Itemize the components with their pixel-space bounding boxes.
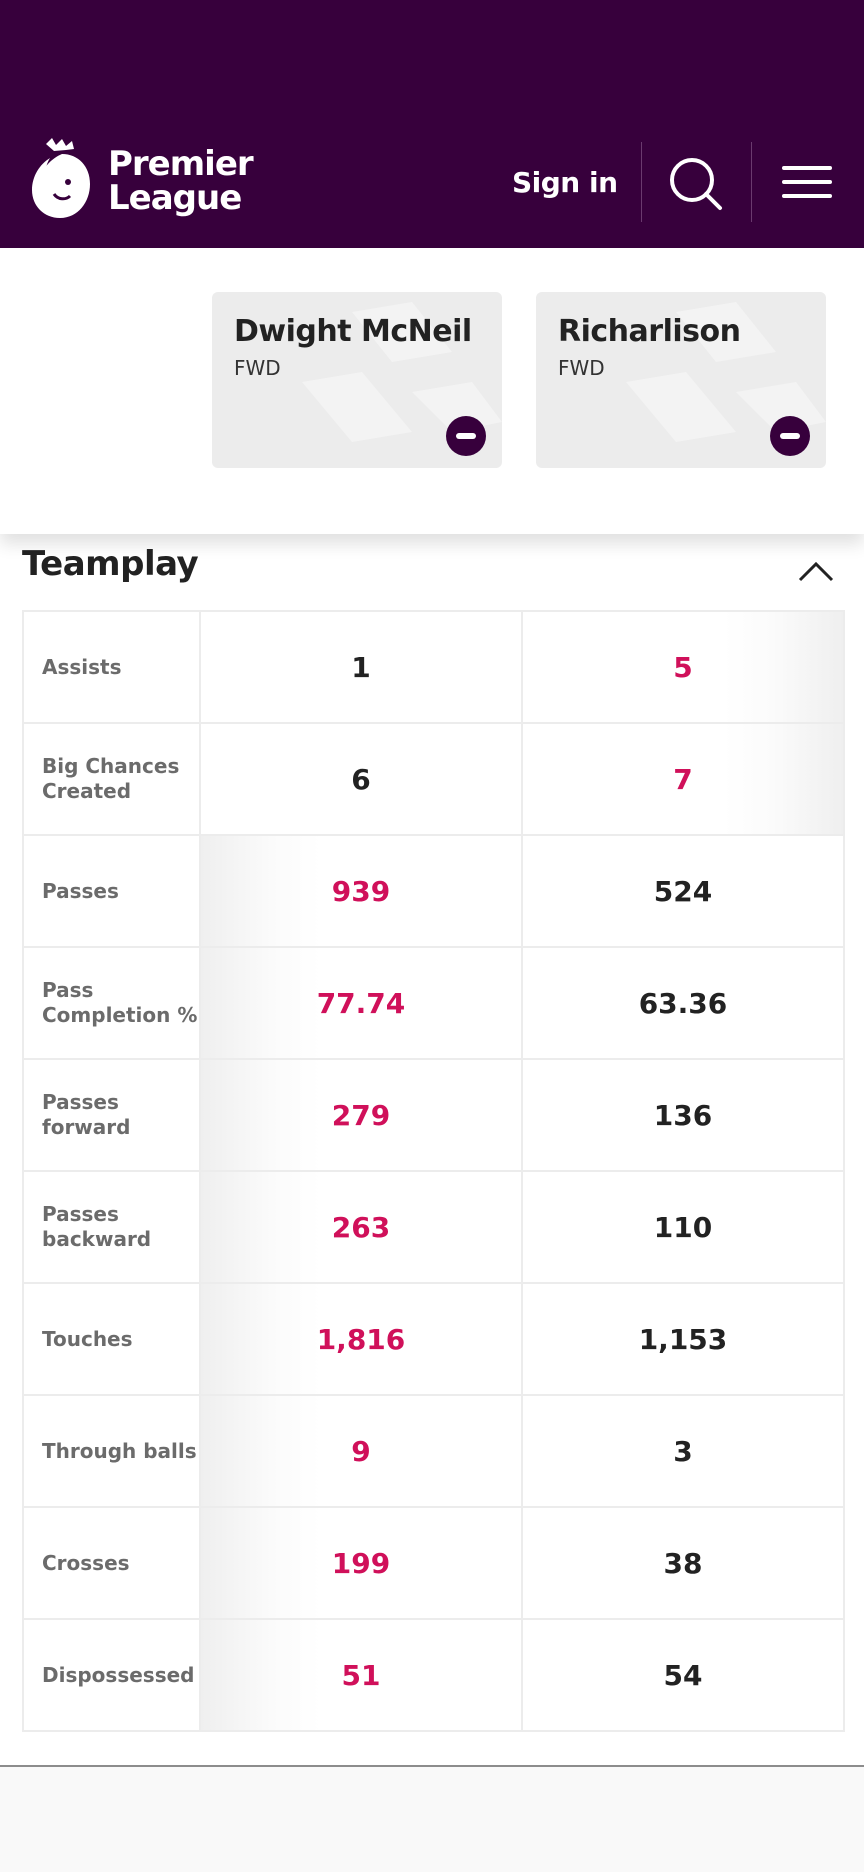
card-pattern <box>626 302 826 442</box>
header-divider <box>751 142 752 222</box>
stat-value-player-2: 5 <box>521 610 845 724</box>
logo-line-1: Premier <box>108 144 254 184</box>
stat-value-player-1: 939 <box>199 834 523 948</box>
stat-label: Pass Completion % <box>22 946 201 1060</box>
stat-value-player-1: 6 <box>199 722 523 836</box>
stat-row: Assists 1 5 <box>22 610 845 724</box>
search-button[interactable] <box>668 156 724 212</box>
search-icon <box>670 158 722 210</box>
player-name: Dwight McNeil <box>234 314 472 349</box>
site-header: Premier League Sign in <box>0 0 864 248</box>
stat-value-player-1: 9 <box>199 1394 523 1508</box>
stat-row: Dispossessed 51 54 <box>22 1618 845 1732</box>
stat-label: Crosses <box>22 1506 201 1620</box>
stat-row: Through balls 9 3 <box>22 1394 845 1508</box>
player-card-2[interactable]: Richarlison FWD <box>536 292 826 468</box>
section-title: Teamplay <box>22 544 199 584</box>
footer-area <box>0 1767 864 1872</box>
player-position: FWD <box>234 356 281 380</box>
teamplay-section-header[interactable]: Teamplay <box>0 534 864 610</box>
chevron-up-icon <box>798 561 834 582</box>
stats-table: Assists 1 5 Big Chances Created 6 7 Passes 939 5… <box>22 610 845 1732</box>
stat-value-player-2: 54 <box>521 1618 845 1732</box>
header-divider <box>641 142 642 222</box>
footer-divider <box>0 1765 864 1767</box>
logo-line-2: League <box>108 178 242 218</box>
stat-value-player-2: 524 <box>521 834 845 948</box>
stat-label: Through balls <box>22 1394 201 1508</box>
collapse-button[interactable] <box>796 556 836 586</box>
sign-in-button[interactable]: Sign in <box>512 162 618 202</box>
stat-label: Passes backward <box>22 1170 201 1284</box>
stat-value-player-1: 1,816 <box>199 1282 523 1396</box>
stat-label: Touches <box>22 1282 201 1396</box>
stat-value-player-2: 7 <box>521 722 845 836</box>
player-name: Richarlison <box>558 314 741 349</box>
stat-row: Passes forward 279 136 <box>22 1058 845 1172</box>
stat-row: Passes backward 263 110 <box>22 1170 845 1284</box>
stat-value-player-1: 51 <box>199 1618 523 1732</box>
menu-button[interactable] <box>780 166 834 202</box>
hamburger-line <box>782 180 832 184</box>
stat-label: Assists <box>22 610 201 724</box>
stat-value-player-2: 110 <box>521 1170 845 1284</box>
stat-value-player-2: 3 <box>521 1394 845 1508</box>
lion-icon <box>32 138 90 218</box>
stat-row: Touches 1,816 1,153 <box>22 1282 845 1396</box>
stat-label: Big Chances Created <box>22 722 201 836</box>
stat-row: Pass Completion % 77.74 63.36 <box>22 946 845 1060</box>
stat-value-player-1: 263 <box>199 1170 523 1284</box>
stat-label: Passes forward <box>22 1058 201 1172</box>
player-position: FWD <box>558 356 605 380</box>
remove-player-button[interactable] <box>770 416 810 456</box>
player-compare-bar: Dwight McNeil FWD Richarlison FWD <box>0 248 864 534</box>
stat-label: Passes <box>22 834 201 948</box>
stat-value-player-2: 38 <box>521 1506 845 1620</box>
stat-row: Crosses 199 38 <box>22 1506 845 1620</box>
stat-value-player-1: 279 <box>199 1058 523 1172</box>
stat-label: Dispossessed <box>22 1618 201 1732</box>
stat-value-player-2: 63.36 <box>521 946 845 1060</box>
stat-value-player-1: 77.74 <box>199 946 523 1060</box>
premier-league-logo[interactable]: Premier League <box>26 136 254 226</box>
stat-value-player-2: 136 <box>521 1058 845 1172</box>
stat-row: Big Chances Created 6 7 <box>22 722 845 836</box>
hamburger-line <box>782 194 832 198</box>
logo-wordmark: Premier League <box>108 144 254 218</box>
hamburger-icon <box>782 166 832 170</box>
stat-row: Passes 939 524 <box>22 834 845 948</box>
card-pattern <box>302 302 502 442</box>
remove-player-button[interactable] <box>446 416 486 456</box>
stat-value-player-1: 199 <box>199 1506 523 1620</box>
player-card-1[interactable]: Dwight McNeil FWD <box>212 292 502 468</box>
stat-value-player-1: 1 <box>199 610 523 724</box>
stat-value-player-2: 1,153 <box>521 1282 845 1396</box>
